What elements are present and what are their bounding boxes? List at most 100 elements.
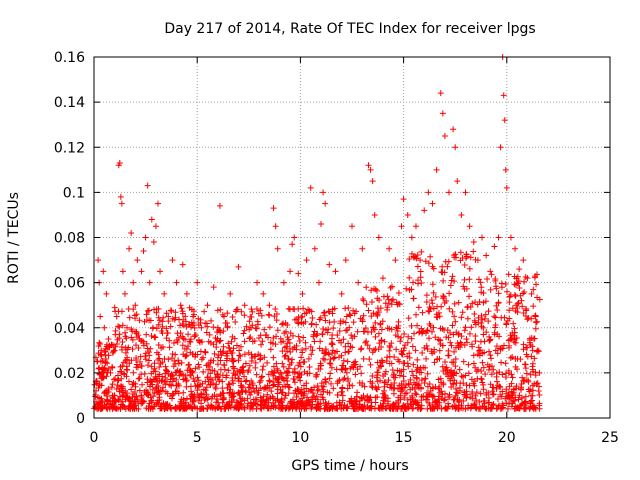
- data-point: [106, 344, 113, 351]
- data-point: [417, 365, 424, 372]
- data-point: [139, 337, 146, 344]
- data-point: [392, 332, 399, 339]
- data-point: [260, 363, 267, 370]
- data-point: [530, 303, 537, 310]
- data-point: [479, 316, 486, 323]
- y-tick-label: 0.06: [54, 276, 85, 292]
- data-point: [361, 396, 368, 403]
- data-point: [340, 404, 347, 411]
- data-point: [109, 381, 116, 388]
- data-point: [320, 189, 327, 196]
- data-point: [210, 341, 217, 348]
- data-point: [532, 325, 539, 332]
- data-point: [447, 377, 454, 384]
- data-point: [301, 405, 308, 412]
- data-point: [183, 352, 190, 359]
- data-point: [112, 327, 119, 334]
- data-point: [475, 344, 482, 351]
- data-point: [518, 394, 525, 401]
- data-point: [302, 339, 309, 346]
- data-point: [429, 263, 436, 270]
- data-point: [224, 323, 231, 330]
- data-point: [386, 325, 393, 332]
- data-point: [517, 356, 524, 363]
- data-point: [423, 298, 430, 305]
- data-point: [414, 356, 421, 363]
- data-point: [217, 348, 224, 355]
- data-point: [194, 279, 201, 286]
- data-point: [148, 370, 155, 377]
- data-point: [207, 357, 214, 364]
- data-point: [357, 363, 364, 370]
- data-point: [507, 336, 514, 343]
- data-point: [470, 239, 477, 246]
- data-point: [452, 318, 459, 325]
- data-point: [251, 388, 258, 395]
- data-point: [483, 252, 490, 259]
- data-point: [455, 299, 462, 306]
- data-point: [216, 403, 223, 410]
- data-point: [363, 284, 370, 291]
- data-point: [472, 338, 479, 345]
- data-point: [390, 372, 397, 379]
- data-point: [129, 346, 136, 353]
- data-point: [191, 333, 198, 340]
- data-point: [102, 345, 109, 352]
- x-tick-label: 10: [291, 430, 309, 446]
- data-point: [217, 366, 224, 373]
- data-point: [92, 393, 99, 400]
- data-point: [326, 375, 333, 382]
- data-point: [192, 351, 199, 358]
- data-point: [422, 375, 429, 382]
- data-point: [402, 390, 409, 397]
- data-point: [322, 379, 329, 386]
- data-point: [283, 375, 290, 382]
- data-point: [442, 405, 449, 412]
- data-point: [486, 348, 493, 355]
- data-point: [466, 382, 473, 389]
- data-point: [393, 346, 400, 353]
- data-point: [437, 341, 444, 348]
- data-point: [257, 405, 264, 412]
- x-tick-label: 25: [601, 430, 619, 446]
- data-point: [332, 268, 339, 275]
- data-point: [402, 382, 409, 389]
- data-point: [502, 166, 509, 173]
- data-point: [515, 396, 522, 403]
- data-point: [118, 308, 125, 315]
- data-point: [360, 312, 367, 319]
- data-point: [390, 405, 397, 412]
- data-point: [273, 360, 280, 367]
- data-point: [398, 368, 405, 375]
- data-point: [213, 338, 220, 345]
- data-point: [159, 359, 166, 366]
- data-point: [330, 385, 337, 392]
- data-point: [128, 326, 135, 333]
- data-point: [535, 388, 542, 395]
- data-point: [486, 333, 493, 340]
- data-point: [503, 320, 510, 327]
- data-point: [163, 367, 170, 374]
- data-point: [460, 283, 467, 290]
- data-point: [357, 315, 364, 322]
- data-point: [387, 381, 394, 388]
- data-point: [502, 280, 509, 287]
- data-point: [225, 367, 232, 374]
- data-point: [144, 182, 151, 189]
- data-point: [112, 308, 119, 315]
- data-point: [532, 369, 539, 376]
- data-point: [133, 393, 140, 400]
- data-point: [147, 345, 154, 352]
- data-point: [130, 306, 137, 313]
- data-point: [98, 375, 105, 382]
- data-point: [126, 314, 133, 321]
- data-point: [317, 338, 324, 345]
- data-point: [479, 379, 486, 386]
- data-point: [291, 403, 298, 410]
- data-point: [205, 395, 212, 402]
- data-point: [183, 378, 190, 385]
- data-point: [236, 404, 243, 411]
- data-point: [246, 326, 253, 333]
- data-point: [220, 328, 227, 335]
- data-point: [440, 277, 447, 284]
